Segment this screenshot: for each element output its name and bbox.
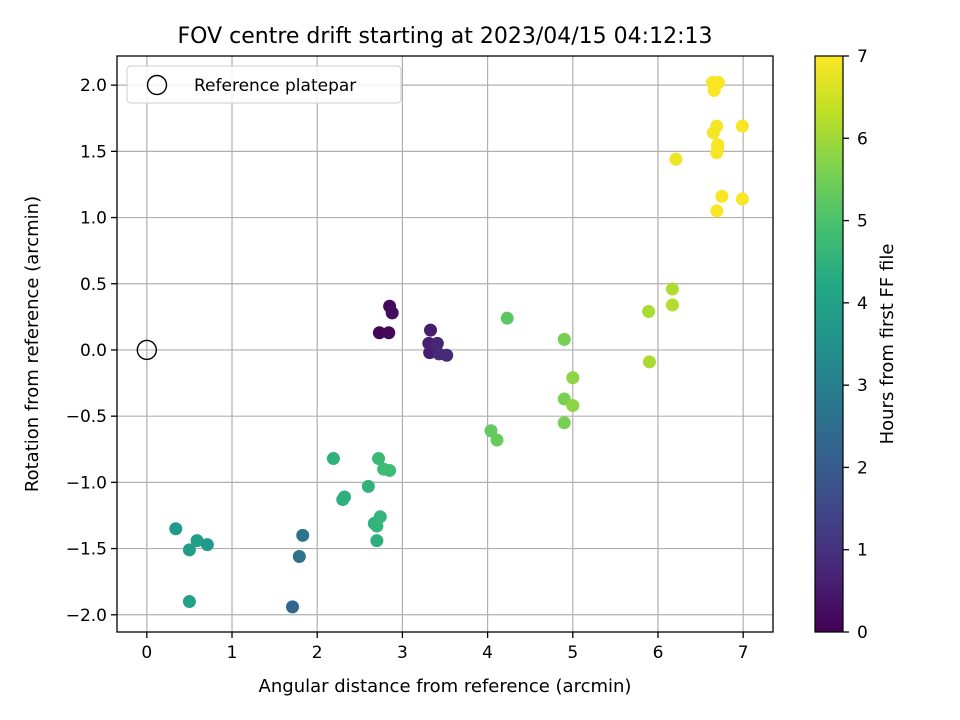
data-point (440, 348, 454, 362)
data-point (337, 490, 351, 504)
data-point (557, 332, 571, 346)
colorbar-tick-label: 1 (857, 541, 868, 561)
y-tick-label: 1.5 (80, 142, 107, 162)
legend: Reference platepar (126, 65, 402, 104)
data-point (665, 282, 679, 296)
x-tick-label: 5 (567, 643, 578, 663)
colorbar-tick-label: 0 (857, 623, 868, 643)
data-point (484, 424, 498, 438)
x-axis-label: Angular distance from reference (arcmin) (259, 676, 632, 697)
data-point (735, 192, 749, 206)
data-point (500, 311, 514, 325)
data-point (296, 528, 310, 542)
x-tick-label: 6 (653, 643, 664, 663)
y-tick-label: −2.0 (66, 606, 107, 626)
colorbar-label: Hours from first FF file (877, 244, 898, 445)
x-tick-label: 4 (482, 643, 493, 663)
x-tick-label: 0 (141, 643, 152, 663)
plot-frame (116, 55, 774, 633)
data-point (711, 75, 725, 89)
data-point (382, 326, 396, 340)
data-point (710, 119, 724, 133)
colorbar-tick-label: 6 (857, 129, 868, 149)
colorbar-frame (814, 55, 844, 633)
data-point (326, 452, 340, 466)
colorbar: 0 1 2 3 4 5 6 7 Hours from first FF file (814, 47, 898, 643)
data-point (669, 152, 683, 166)
data-point (361, 479, 375, 493)
colorbar-tick-label: 2 (857, 458, 868, 478)
data-point (566, 399, 580, 413)
data-point (373, 510, 387, 524)
legend-entry: Reference platepar (194, 76, 356, 96)
colorbar-tick-label: 4 (857, 294, 868, 314)
data-point (642, 355, 656, 369)
data-point (372, 452, 386, 466)
y-axis-label: Rotation from reference (arcmin) (22, 196, 43, 492)
legend-hollow-circle-icon (146, 74, 168, 96)
y-tick-label: 0.5 (80, 275, 107, 295)
data-point (383, 463, 397, 477)
chart-title: FOV centre drift starting at 2023/04/15 … (178, 24, 713, 49)
data-point (430, 336, 444, 350)
x-tick-label: 2 (312, 643, 323, 663)
data-point (490, 433, 504, 447)
colorbar-tick-label: 5 (857, 212, 868, 232)
x-axis-ticks: 0 1 2 3 4 5 6 7 (141, 632, 749, 663)
data-point (642, 305, 656, 319)
y-tick-label: −1.0 (66, 473, 107, 493)
data-points (169, 75, 749, 614)
data-point (190, 534, 204, 548)
data-point (424, 323, 438, 337)
y-tick-label: −1.5 (66, 540, 107, 560)
grid (117, 56, 773, 632)
y-axis-ticks: −2.0 −1.5 −1.0 −0.5 0.0 0.5 1.0 1.5 2.0 (66, 76, 117, 626)
data-point (710, 146, 724, 160)
data-point (292, 550, 306, 564)
data-point (665, 298, 679, 312)
reference-platepar-marker (136, 339, 158, 361)
legend-box (126, 65, 402, 104)
data-point (182, 543, 196, 557)
y-tick-label: 1.0 (80, 209, 107, 229)
data-point (557, 416, 571, 430)
x-tick-label: 3 (397, 643, 408, 663)
data-point (715, 189, 729, 203)
data-point (566, 371, 580, 385)
y-tick-label: 0.0 (80, 341, 107, 361)
data-point (169, 522, 183, 536)
data-point (200, 538, 214, 552)
x-tick-label: 7 (738, 643, 749, 663)
data-point (372, 326, 386, 340)
reference-marker-layer (136, 339, 158, 361)
colorbar-tick-label: 3 (857, 376, 868, 396)
data-point (370, 534, 384, 548)
data-point (182, 595, 196, 609)
data-point (286, 600, 300, 614)
x-tick-label: 1 (227, 643, 238, 663)
y-tick-label: 2.0 (80, 76, 107, 96)
data-point (710, 204, 724, 218)
colorbar-gradient (815, 56, 843, 632)
data-point (735, 119, 749, 133)
data-point (385, 306, 399, 320)
y-tick-label: −0.5 (66, 407, 107, 427)
colorbar-ticks: 0 1 2 3 4 5 6 7 (843, 47, 868, 643)
colorbar-tick-label: 7 (857, 47, 868, 67)
